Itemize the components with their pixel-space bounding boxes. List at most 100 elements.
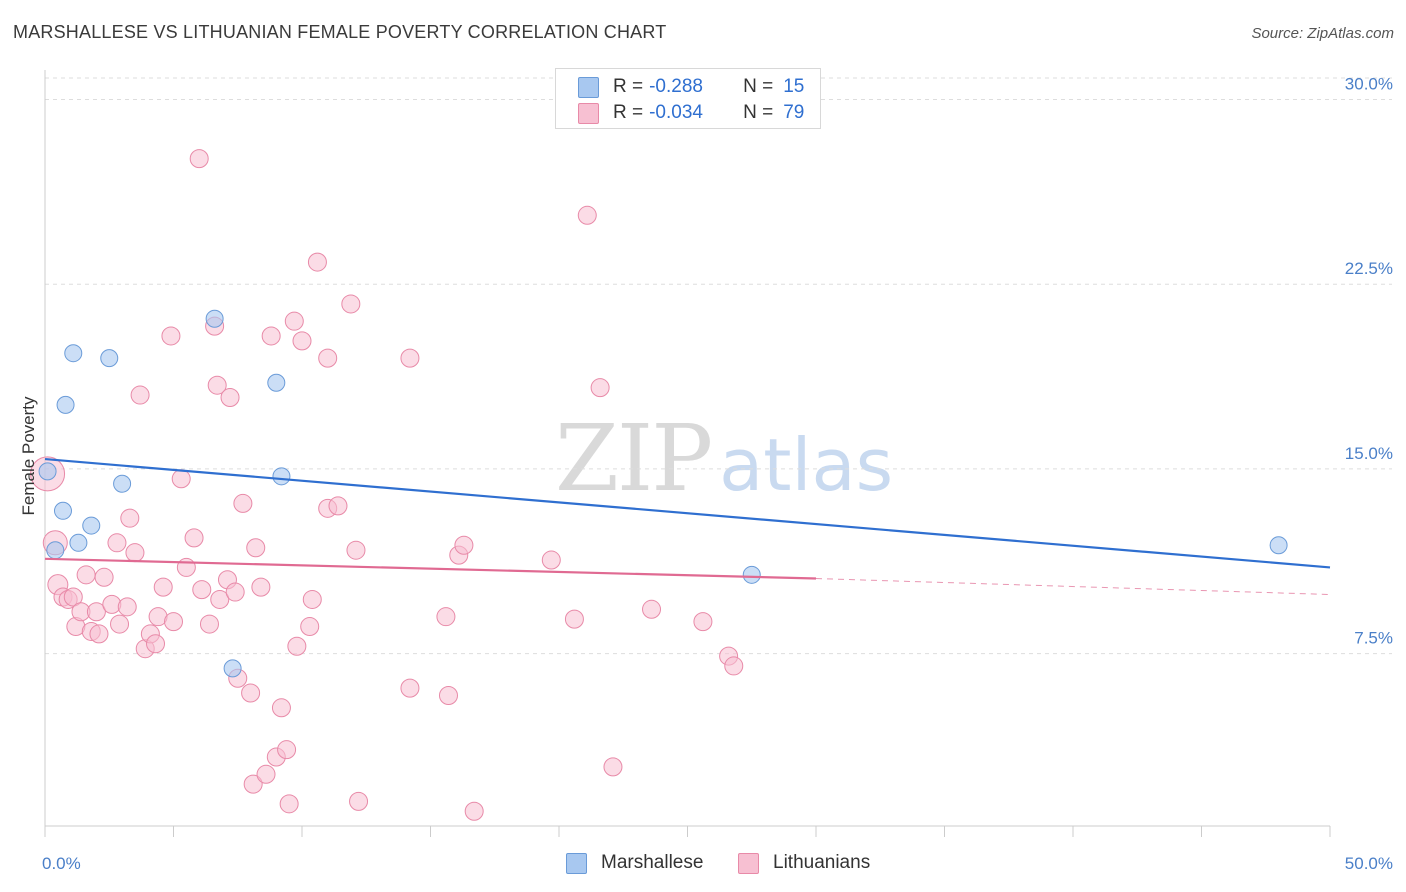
lithuanian-point <box>161 326 181 346</box>
lithuanian-point <box>292 331 312 351</box>
legend-item-marshallese[interactable]: Marshallese <box>566 852 703 874</box>
lithuanian-point <box>438 685 458 705</box>
trend-lines <box>44 457 1331 596</box>
legend-n-value: 79 <box>783 102 805 123</box>
axes <box>44 70 1331 837</box>
lithuanian-point <box>577 205 597 225</box>
legend-n-label: N = <box>743 102 774 123</box>
marshallese-point <box>223 659 242 678</box>
lithuanian-point <box>279 794 299 814</box>
lithuanian-point <box>117 597 137 617</box>
legend-item-lithuanians[interactable]: Lithuanians <box>738 852 870 874</box>
lithuanian-point <box>251 577 271 597</box>
lithuanian-point <box>125 543 145 563</box>
lithuanian-point <box>241 683 261 703</box>
lithuanian-point <box>220 388 240 408</box>
y-tick-label: 7.5% <box>1354 629 1393 648</box>
lithuanian-point <box>341 294 361 314</box>
lithuanian-point <box>400 678 420 698</box>
lithuanian-point <box>271 698 291 718</box>
marshallese-point <box>742 565 761 584</box>
lithuanian-point <box>284 311 304 331</box>
lithuanian-point <box>130 385 150 405</box>
legend-swatch-marshallese <box>578 76 599 98</box>
lithuanian-point <box>94 567 114 587</box>
chart-title: MARSHALLESE VS LITHUANIAN FEMALE POVERTY… <box>13 22 667 42</box>
marshallese-point <box>82 516 101 535</box>
marshallese-point <box>46 541 65 560</box>
lithuanian-point <box>318 348 338 368</box>
lithuanian-point <box>454 535 474 555</box>
lithuanian-point <box>110 614 130 634</box>
marshallese-point <box>38 462 57 481</box>
legend-swatch-marshallese <box>566 852 587 874</box>
lithuanian-trend-line <box>44 557 817 580</box>
legend-row-marshallese: R = -0.288 N = 15 <box>578 74 804 100</box>
lithuanian-point <box>243 774 263 794</box>
lithuanian-trend-extension <box>815 578 1331 596</box>
lithuanian-point <box>120 508 140 528</box>
lithuanian-point <box>176 557 196 577</box>
lithuanian-point <box>171 469 191 489</box>
legend-r-value: -0.288 <box>649 76 703 97</box>
x-tick-label: 50.0% <box>1345 854 1393 873</box>
lithuanian-point <box>346 540 366 560</box>
lithuanian-point <box>246 538 266 558</box>
lithuanian-point <box>210 589 230 609</box>
lithuanian-point <box>153 577 173 597</box>
series-legend: Marshallese Lithuanians <box>0 852 1406 878</box>
lithuanian-point <box>300 617 320 637</box>
legend-n-label: N = <box>743 76 774 97</box>
lithuanian-point <box>189 149 209 169</box>
marshallese-point <box>69 533 88 552</box>
lithuanian-point <box>724 656 744 676</box>
lithuanian-point <box>192 580 212 600</box>
lithuanian-point <box>349 791 369 811</box>
lithuanian-point <box>107 533 127 553</box>
lithuanian-point <box>277 740 297 760</box>
lithuanian-point <box>146 634 166 654</box>
lithuanian-point <box>89 624 109 644</box>
x-tick-label: 0.0% <box>42 854 81 873</box>
lithuanian-point <box>63 587 83 607</box>
lithuanian-point <box>328 496 348 516</box>
lithuanian-point <box>256 764 276 784</box>
lithuanian-point <box>302 589 322 609</box>
y-axis-label: Female Poverty <box>19 396 38 516</box>
lithuanian-point <box>693 612 713 632</box>
lithuanian-point <box>307 252 327 272</box>
marshallese-trend-line <box>44 457 1331 569</box>
legend-swatch-lithuanians <box>578 102 599 124</box>
legend-n-value: 15 <box>783 76 805 97</box>
gridlines <box>45 77 1392 655</box>
lithuanian-point <box>642 599 662 619</box>
lithuanian-points <box>30 149 744 821</box>
lithuanian-point <box>207 375 227 395</box>
lithuanian-point <box>541 550 561 570</box>
marshallese-point <box>267 373 286 392</box>
legend-swatch-lithuanians <box>738 852 759 874</box>
marshallese-point <box>272 467 291 486</box>
marshallese-point <box>64 344 83 363</box>
lithuanian-point <box>400 348 420 368</box>
legend-r-value: -0.034 <box>649 102 703 123</box>
marshallese-point <box>56 395 75 414</box>
lithuanian-point <box>225 582 245 602</box>
legend-r-label: R = <box>613 102 644 123</box>
marshallese-point <box>205 309 224 328</box>
lithuanian-point <box>261 326 281 346</box>
marshallese-point <box>100 349 119 368</box>
legend-label-marshallese: Marshallese <box>601 852 704 873</box>
lithuanian-point <box>436 607 456 627</box>
legend-row-lithuanians: R = -0.034 N = 79 <box>578 100 804 126</box>
y-tick-label: 15.0% <box>1345 444 1393 463</box>
lithuanian-point <box>199 614 219 634</box>
axis-labels: 7.5% 15.0% 22.5% 30.0% 0.0% 50.0% Female Pover… <box>19 75 1393 873</box>
lithuanian-point <box>233 493 253 513</box>
lithuanian-point <box>603 757 623 777</box>
lithuanian-point <box>184 528 204 548</box>
y-tick-label: 22.5% <box>1345 259 1393 278</box>
lithuanian-point <box>564 609 584 629</box>
lithuanian-point <box>76 565 96 585</box>
